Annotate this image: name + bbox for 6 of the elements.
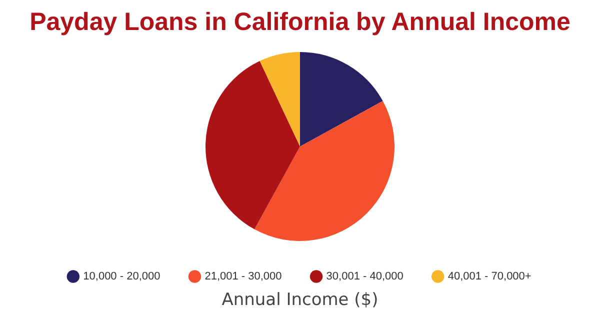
chart-title: Payday Loans in California by Annual Income	[30, 8, 571, 36]
legend-label: 40,001 - 70,000+	[448, 270, 532, 283]
legend-label: 10,000 - 20,000	[83, 270, 160, 283]
text: Annual Income ($)	[220, 290, 380, 310]
legend-label: 30,001 - 40,000	[326, 270, 404, 283]
legend-label: 21,001 - 30,000	[204, 270, 282, 283]
